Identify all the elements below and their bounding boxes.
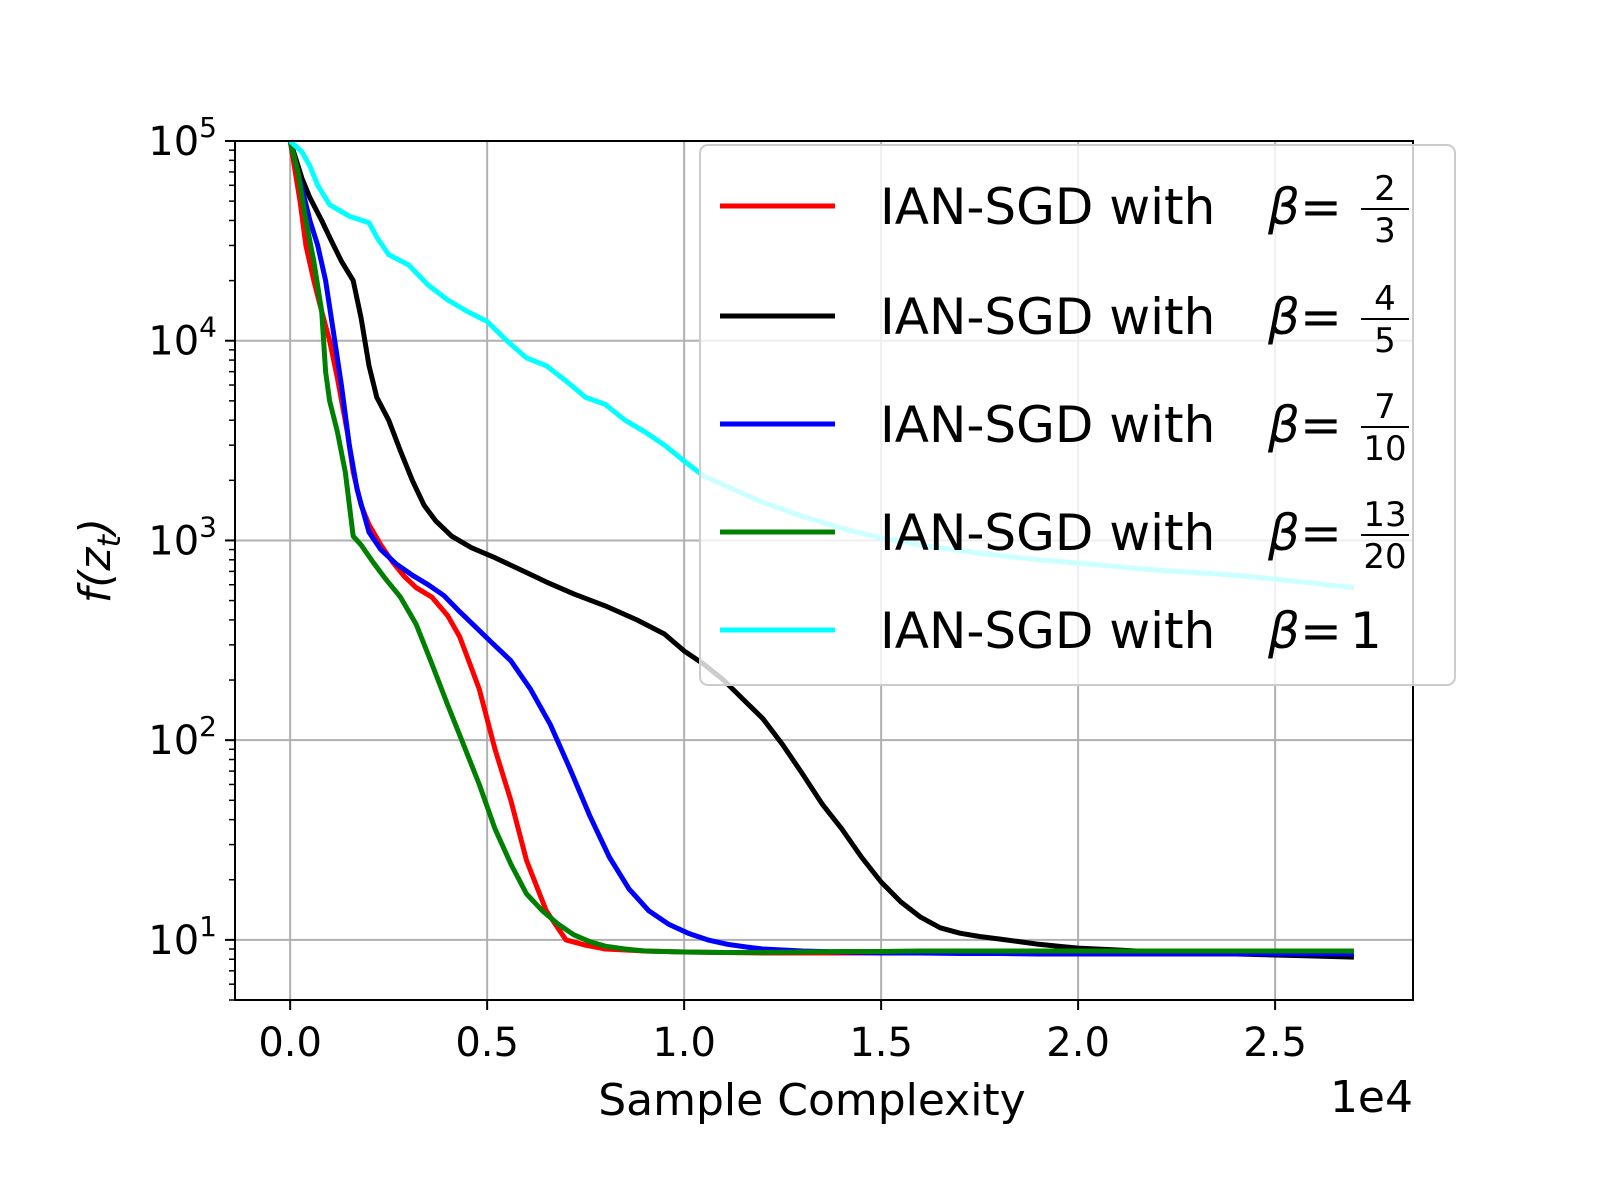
y-tick-label: 103 bbox=[148, 510, 217, 564]
legend-equals: = bbox=[1300, 396, 1342, 454]
axis-ticks: 0.0 0.5 1.0 1.5 2.0 2.5 101 102 103 104 105 bbox=[148, 111, 1307, 1066]
x-axis-offset-label: 1e4 bbox=[1330, 1072, 1413, 1123]
legend-beta-denominator: 10 bbox=[1363, 429, 1406, 469]
legend-label: IAN-SGD with bbox=[880, 504, 1215, 562]
legend-label: IAN-SGD with bbox=[880, 602, 1215, 660]
legend-beta-value: 1 bbox=[1350, 602, 1382, 660]
legend-beta-numerator: 7 bbox=[1374, 387, 1396, 427]
series-line-beta-13-20 bbox=[287, 140, 1354, 955]
legend-equals: = bbox=[1300, 504, 1342, 562]
legend-item-beta-7-10: IAN-SGD with β = 710 bbox=[720, 387, 1409, 469]
y-axis-label: f(zt) bbox=[70, 518, 128, 603]
legend-equals: = bbox=[1300, 178, 1342, 236]
legend-item-beta-1: IAN-SGD with β = 1 bbox=[720, 602, 1382, 660]
x-axis-label: Sample Complexity bbox=[598, 1075, 1025, 1126]
legend-beta-symbol: β bbox=[1267, 288, 1300, 346]
y-tick-label: 102 bbox=[148, 710, 217, 764]
legend-equals: = bbox=[1300, 288, 1342, 346]
x-tick-label: 1.5 bbox=[849, 1020, 913, 1066]
legend-label: IAN-SGD with bbox=[880, 396, 1215, 454]
legend-label: IAN-SGD with bbox=[880, 178, 1215, 236]
legend-beta-symbol: β bbox=[1267, 602, 1300, 660]
x-tick-label: 0.5 bbox=[455, 1020, 519, 1066]
y-tick-label: 105 bbox=[148, 111, 217, 165]
legend-beta-denominator: 3 bbox=[1374, 211, 1396, 251]
legend-beta-numerator: 2 bbox=[1374, 169, 1396, 209]
x-tick-label: 2.5 bbox=[1243, 1020, 1307, 1066]
series-line-beta-7-10 bbox=[287, 140, 1354, 957]
x-tick-label: 2.0 bbox=[1046, 1020, 1110, 1066]
legend-item-beta-4-5: IAN-SGD with β = 45 bbox=[720, 279, 1409, 361]
legend-beta-symbol: β bbox=[1267, 396, 1300, 454]
legend-beta-denominator: 5 bbox=[1374, 321, 1396, 361]
legend-item-beta-2-3: IAN-SGD with β = 23 bbox=[720, 169, 1409, 251]
legend-label: IAN-SGD with bbox=[880, 288, 1215, 346]
x-tick-label: 1.0 bbox=[652, 1020, 716, 1066]
x-tick-label: 0.0 bbox=[258, 1020, 322, 1066]
legend-box bbox=[699, 144, 1456, 686]
legend-equals: = bbox=[1300, 602, 1342, 660]
legend-beta-symbol: β bbox=[1267, 504, 1300, 562]
legend-beta-numerator: 13 bbox=[1363, 495, 1406, 535]
legend-beta-symbol: β bbox=[1267, 178, 1300, 236]
y-tick-label: 104 bbox=[148, 311, 217, 365]
legend-beta-denominator: 20 bbox=[1363, 537, 1406, 577]
legend-beta-numerator: 4 bbox=[1374, 279, 1396, 319]
y-tick-label: 101 bbox=[148, 910, 217, 964]
